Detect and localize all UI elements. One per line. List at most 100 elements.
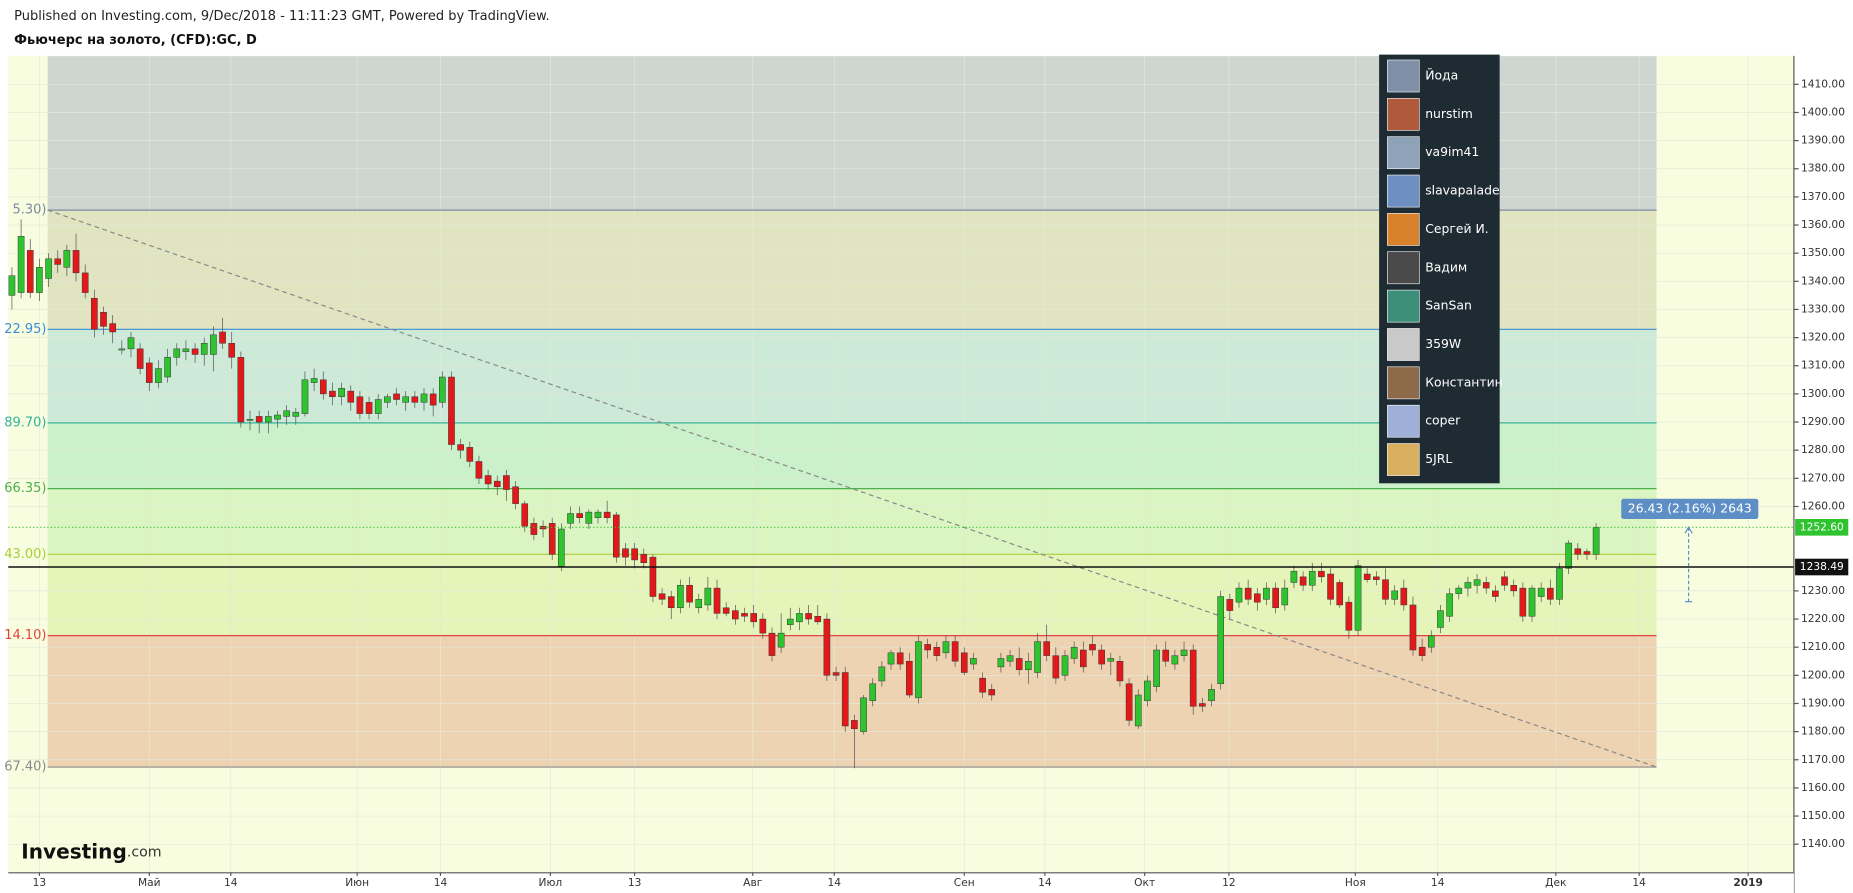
candle-body	[951, 641, 959, 662]
user-name[interactable]: coper	[1425, 413, 1461, 428]
y-tick-label: 1180.00	[1801, 725, 1845, 738]
price-axis	[1793, 55, 1853, 893]
fib-zone	[47, 488, 1657, 555]
candle-body	[704, 587, 712, 606]
candle-body	[585, 511, 593, 524]
reference-price-tag	[1795, 558, 1849, 576]
y-tick-label: 1140.00	[1801, 837, 1845, 850]
candle-body	[365, 402, 373, 414]
candle-body	[841, 672, 849, 727]
user-name[interactable]: 5JRL	[1425, 451, 1452, 466]
candle-body	[1455, 587, 1463, 594]
candle-body	[539, 525, 547, 530]
candle-body	[145, 362, 153, 383]
user-name[interactable]: va9im41	[1425, 144, 1479, 159]
candle-body	[1043, 641, 1050, 656]
candle-body	[283, 410, 290, 417]
candle-body	[887, 652, 895, 665]
candle-body	[988, 689, 996, 696]
candle-body	[1253, 593, 1261, 603]
candle-body	[1162, 649, 1170, 662]
candle-body	[136, 348, 144, 369]
candle-body	[81, 272, 89, 293]
user-avatar[interactable]	[1387, 98, 1420, 131]
candle-body	[439, 376, 446, 403]
fib-label: 14.10)	[4, 628, 46, 643]
user-avatar[interactable]	[1387, 251, 1420, 285]
candle-body	[255, 416, 263, 423]
user-name[interactable]: Сергей И.	[1425, 221, 1488, 236]
x-tick-label: 12	[1222, 876, 1236, 889]
candle-body	[319, 379, 327, 395]
user-name[interactable]: nurstim	[1425, 106, 1473, 121]
user-name[interactable]: Вадим	[1425, 259, 1467, 274]
candle-body	[1217, 596, 1224, 685]
candle-body	[1134, 694, 1142, 727]
candle-body	[1235, 587, 1243, 603]
user-name[interactable]: Константин	[1425, 374, 1503, 389]
fib-label: 5.30)	[12, 203, 46, 218]
user-avatar[interactable]	[1387, 213, 1420, 246]
candle-body	[1272, 587, 1279, 609]
fib-label: 89.70)	[4, 415, 46, 430]
user-avatar[interactable]	[1387, 328, 1420, 361]
candle-body	[274, 414, 281, 420]
y-tick-label: 1280.00	[1801, 443, 1845, 456]
user-avatar[interactable]	[1387, 289, 1420, 323]
fib-label: 67.40)	[4, 760, 46, 775]
candle-body	[970, 658, 977, 665]
candle-body	[823, 618, 831, 676]
user-avatar[interactable]	[1387, 443, 1420, 476]
candle-body	[493, 480, 501, 488]
candle-body	[1537, 587, 1545, 597]
candle-body	[1308, 570, 1316, 586]
candle-body	[484, 475, 492, 485]
candle-body	[191, 348, 199, 355]
candle-body	[393, 393, 400, 400]
y-tick-label: 1310.00	[1801, 359, 1845, 372]
user-avatar[interactable]	[1387, 366, 1420, 400]
candle-body	[1354, 565, 1362, 631]
user-avatar[interactable]	[1387, 174, 1420, 208]
y-tick-label: 1350.00	[1801, 246, 1845, 259]
candle-body	[979, 677, 986, 693]
last-price-label: 1252.60	[1800, 520, 1844, 533]
y-tick-label: 1200.00	[1801, 668, 1845, 681]
candle-body	[26, 250, 34, 293]
candle-body	[54, 258, 62, 265]
measure-arrow	[1684, 526, 1693, 534]
candle-body	[429, 393, 437, 406]
candle-body	[1025, 661, 1032, 670]
candle-body	[750, 613, 757, 623]
candle-body	[548, 523, 556, 555]
user-name[interactable]: Йода	[1425, 67, 1458, 82]
candle-body	[356, 396, 364, 414]
user-avatar[interactable]	[1387, 136, 1420, 170]
user-name[interactable]: SanSan	[1425, 298, 1472, 313]
y-tick-label: 1390.00	[1801, 134, 1845, 147]
candle-body	[1015, 658, 1023, 670]
user-name[interactable]: 359W	[1425, 336, 1461, 351]
x-tick-label: 14	[224, 876, 238, 889]
candle-body	[1281, 587, 1289, 606]
candle-body	[164, 357, 171, 378]
candle-body	[329, 390, 336, 397]
user-avatar[interactable]	[1387, 404, 1420, 438]
y-tick-label: 1230.00	[1801, 584, 1845, 597]
measure-box	[1621, 498, 1759, 519]
candle-body	[182, 348, 190, 352]
overlay: 26.43 (2.16%) 2643	[8, 498, 1794, 603]
fib-label: 22.95)	[4, 322, 46, 337]
candle-body	[924, 644, 931, 651]
x-tick-label: Авг	[743, 876, 763, 889]
candle-body	[310, 378, 318, 383]
user-avatar[interactable]	[1387, 59, 1420, 93]
candle-body	[732, 610, 739, 620]
user-name[interactable]: slavapalade	[1425, 183, 1499, 198]
y-tick-label: 1260.00	[1801, 499, 1845, 512]
candle-body	[17, 236, 25, 293]
candle-body	[402, 396, 410, 403]
candles	[8, 219, 1600, 769]
candle-body	[796, 613, 803, 623]
